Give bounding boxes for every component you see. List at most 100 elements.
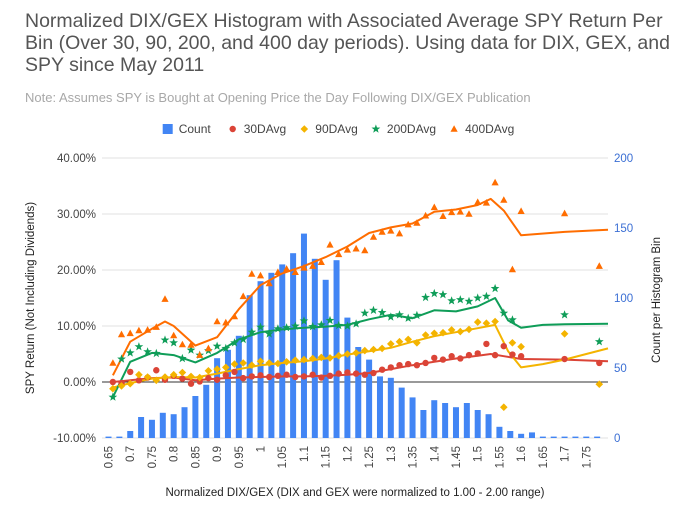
90DAvg-point <box>508 339 517 347</box>
x-tick-label: 1.7 <box>560 446 572 462</box>
90DAvg-point <box>447 326 456 334</box>
90DAvg-point <box>387 340 395 348</box>
x-tick-label: 1.45 <box>451 446 463 468</box>
30DAvg-point <box>266 373 273 381</box>
200DAvg-point <box>317 320 326 329</box>
90DAvg-point <box>161 373 169 381</box>
200DAvg-point <box>412 310 422 320</box>
y-tick-label: 20.00% <box>57 265 96 277</box>
count-bar <box>127 431 134 438</box>
90DAvg-point <box>117 382 126 390</box>
legend-item-200DAvg: 200DAvg <box>371 122 436 136</box>
30DAvg-point <box>326 372 334 380</box>
400DAvg-point <box>413 219 421 226</box>
30DAvg-point <box>561 355 568 363</box>
400DAvg-point <box>508 265 516 273</box>
30DAvg-point <box>274 372 282 380</box>
400DAvg-point <box>387 227 395 234</box>
400DAvg-point <box>117 330 126 338</box>
200DAvg-point <box>360 308 370 317</box>
gridlines <box>102 157 608 439</box>
90DAvg-point <box>343 350 352 358</box>
200DAvg-point <box>212 341 222 350</box>
200DAvg-point <box>594 337 604 346</box>
count-bar <box>214 358 221 438</box>
400DAvg-point <box>430 203 438 211</box>
30DAvg-point <box>465 351 473 359</box>
30DAvg-point <box>205 374 212 382</box>
90DAvg-point <box>178 368 187 377</box>
400DAvg-point <box>230 312 239 320</box>
count-bar <box>224 349 231 438</box>
30DAvg-point <box>344 369 351 376</box>
x-tick-label: 1.2 <box>342 446 354 462</box>
count-bar <box>518 433 525 438</box>
30DAvg-point <box>378 366 386 373</box>
200DAvg-point <box>369 305 378 314</box>
x-tick-label: 1.75 <box>581 446 593 468</box>
200DAvg-point <box>230 338 239 347</box>
200DAvg-point <box>334 320 344 330</box>
90DAvg-point <box>404 335 412 344</box>
400DAvg-point <box>404 220 412 228</box>
x-tick-label: 1.05 <box>277 446 289 468</box>
30DAvg-point <box>405 360 412 368</box>
count-bar <box>528 432 535 438</box>
30DAvg-point <box>396 362 403 369</box>
400DAvg-point <box>395 229 404 237</box>
count-bar <box>420 410 427 438</box>
90DAvg-point <box>395 337 404 346</box>
200DAvg-point <box>238 334 248 344</box>
30DAvg-point <box>509 351 516 358</box>
30DAvg-point <box>361 371 368 378</box>
200DAvg-point <box>386 312 396 321</box>
count-bar <box>366 359 373 438</box>
90DAvg-point <box>491 317 499 326</box>
30DAvg-point <box>109 378 117 386</box>
x-tick-label: 1.1 <box>299 446 311 462</box>
30DAvg-point <box>153 367 160 374</box>
30DAvg-point <box>196 378 203 385</box>
30DAvg-point <box>292 373 299 381</box>
400DAvg-point <box>248 270 256 277</box>
x-tick-label: 0.9 <box>212 446 224 462</box>
y-tick-label: -10.00% <box>53 433 96 445</box>
400DAvg-point <box>178 340 186 348</box>
count-bar <box>398 387 405 438</box>
y2-tick-label: 0 <box>614 433 620 445</box>
x-tick-label: 1.35 <box>408 446 420 468</box>
90DAvg-legend-marker <box>300 125 309 133</box>
400DAvg-point <box>222 318 230 326</box>
200DAvg-point <box>247 327 257 336</box>
90DAvg-point <box>378 344 386 353</box>
30DAvg-point <box>127 368 134 376</box>
x-tick-label: 0.8 <box>169 446 181 462</box>
400DAvg-point <box>274 268 282 275</box>
90DAvg-point <box>239 359 247 367</box>
200DAvg-point <box>134 342 144 351</box>
90DAvg-point <box>291 356 300 364</box>
400DAvg-point <box>161 295 169 302</box>
400DAvg-point <box>265 279 273 287</box>
90DAvg-point <box>465 325 473 334</box>
30DAvg-point <box>335 370 342 377</box>
30DAvg-point <box>318 374 325 381</box>
count-bar <box>235 335 242 438</box>
90DAvg-point <box>213 365 221 373</box>
200DAvg-point <box>125 348 135 357</box>
400DAvg-point <box>144 326 152 333</box>
400DAvg-point <box>170 331 178 339</box>
200DAvg-point <box>421 292 430 302</box>
400DAvg-point <box>309 262 317 269</box>
count-bar <box>431 400 438 438</box>
400DAvg-point <box>135 326 143 334</box>
count-bar <box>452 407 459 438</box>
200DAvg-point <box>482 291 491 300</box>
400DAvg-point <box>465 210 473 217</box>
30DAvg-point <box>422 359 429 367</box>
y-tick-label: 40.00% <box>57 153 96 165</box>
90DAvg-point <box>361 346 369 355</box>
y-tick-label: 10.00% <box>57 321 96 333</box>
count-bar <box>474 410 481 438</box>
count-bar <box>203 384 210 438</box>
